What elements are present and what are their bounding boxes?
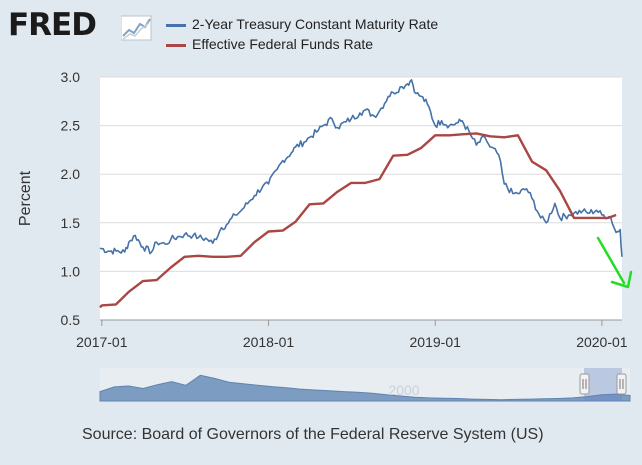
x-tick-label: 2017-01 (76, 334, 128, 350)
y-axis-label: Percent (17, 170, 34, 226)
arrow-shaft (596, 236, 626, 285)
handle-body (579, 373, 590, 395)
legend-swatch-series-2 (166, 44, 186, 47)
legend-swatch-series-1 (166, 24, 186, 27)
navigator-selection[interactable] (584, 368, 622, 401)
navigator-year-label: 2000 (388, 382, 419, 398)
y-tick-label: 3.0 (61, 69, 81, 85)
y-tick-label: 1.0 (61, 263, 81, 279)
x-tick-label: 2019-01 (410, 334, 462, 350)
x-tick-label: 2018-01 (243, 334, 295, 350)
y-tick-label: 2.5 (61, 118, 81, 134)
green-arrow-annotation (596, 236, 633, 289)
line-chart-icon (121, 15, 152, 41)
navigator-handle-right[interactable] (616, 373, 627, 395)
x-tick-label: 2020-01 (576, 334, 628, 350)
y-tick-label: 0.5 (61, 312, 81, 328)
source-citation: Source: Board of Governors of the Federa… (82, 426, 544, 443)
series-lines[interactable] (99, 79, 623, 309)
handle-body (616, 373, 627, 395)
range-navigator[interactable]: 2000 (99, 368, 631, 402)
legend-label-series-1[interactable]: 2-Year Treasury Constant Maturity Rate (192, 16, 439, 32)
arrow-head (610, 270, 633, 289)
chart-area: 0.5 1.0 1.5 2.0 2.5 3.0 2017-01 2018-01 2019-01… (17, 69, 633, 402)
series-line-treasury-2yr (99, 79, 623, 257)
y-axis-ticks: 0.5 1.0 1.5 2.0 2.5 3.0 (61, 69, 81, 328)
navigator-handle-left[interactable] (579, 373, 590, 395)
legend-label-series-2[interactable]: Effective Federal Funds Rate (192, 36, 374, 52)
y-tick-label: 1.5 (61, 215, 81, 231)
plot-background (100, 77, 622, 320)
y-tick-label: 2.0 (61, 166, 81, 182)
navigator-area (99, 374, 631, 402)
series-line-fed-funds (99, 132, 617, 309)
fred-logo[interactable]: FRED (8, 7, 97, 43)
x-axis-ticks: 2017-01 2018-01 2019-01 2020-01 (76, 319, 628, 350)
